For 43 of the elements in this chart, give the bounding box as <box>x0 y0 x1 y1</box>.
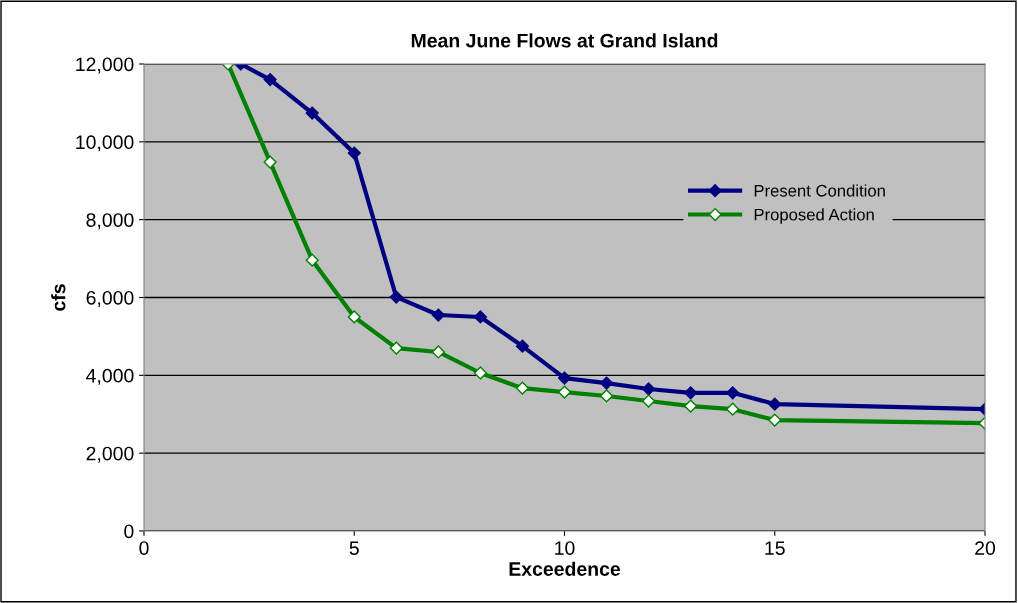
point <box>389 341 403 355</box>
y-tick-label: 10,000 <box>76 135 134 152</box>
point <box>599 376 614 390</box>
point <box>726 402 740 416</box>
point <box>515 339 530 353</box>
point <box>768 397 782 411</box>
point <box>389 290 403 304</box>
y-axis-title: cfs <box>51 284 66 311</box>
chart-title: Mean June Flows at Grand Island <box>411 33 718 48</box>
point <box>642 394 656 408</box>
x-tick-label: 15 <box>765 541 785 555</box>
point <box>768 413 782 427</box>
y-tick-label: 2,000 <box>86 446 134 463</box>
y-tick-label: 0 <box>124 524 134 539</box>
point <box>305 253 319 267</box>
point <box>557 385 572 399</box>
point <box>515 381 530 395</box>
y-tick-label: 4,000 <box>86 368 134 385</box>
legend-label: Present Condition <box>754 184 885 197</box>
y-tick-label: 12,000 <box>76 57 134 74</box>
point <box>431 345 445 359</box>
point <box>684 386 698 400</box>
x-axis-title: Exceedence <box>509 561 621 576</box>
point <box>726 386 740 400</box>
point <box>431 308 445 322</box>
point <box>684 399 698 413</box>
y-tick-label: 6,000 <box>86 290 134 308</box>
x-tick-label: 20 <box>975 541 996 555</box>
legend-label: Proposed Action <box>754 208 874 224</box>
x-tick-label: 5 <box>349 541 359 555</box>
point <box>557 371 572 385</box>
point <box>263 72 277 87</box>
x-tick-label: 0 <box>139 541 149 555</box>
point <box>347 310 361 324</box>
point <box>305 106 319 120</box>
y-tick-label: 8,000 <box>86 213 134 230</box>
point <box>642 382 656 396</box>
point <box>473 366 487 380</box>
x-tick-label: 10 <box>555 541 575 555</box>
point <box>347 146 361 160</box>
point <box>599 389 614 403</box>
point <box>263 155 277 169</box>
point <box>473 310 487 324</box>
